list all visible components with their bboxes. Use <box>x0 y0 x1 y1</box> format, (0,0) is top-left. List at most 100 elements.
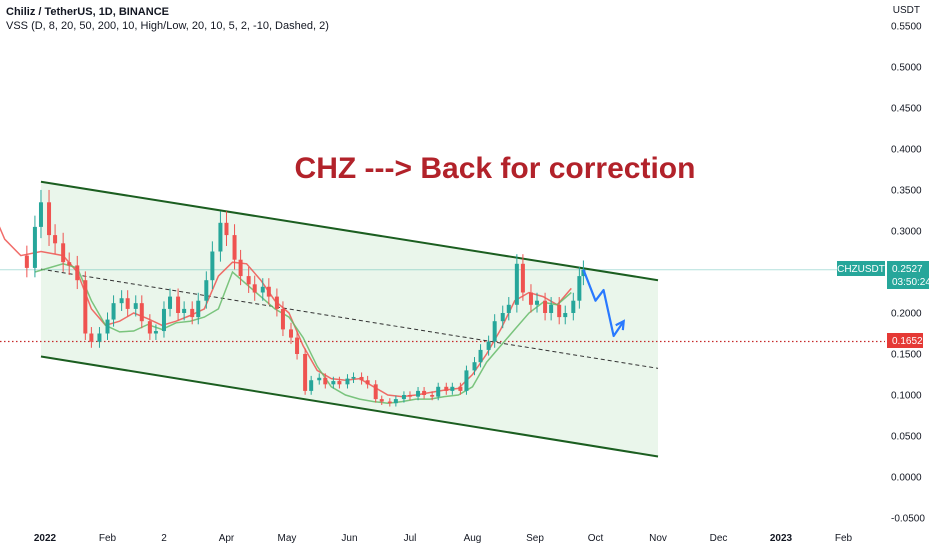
candle-body <box>53 235 58 244</box>
candles <box>24 189 586 407</box>
candle-body <box>75 265 80 281</box>
candle-body <box>486 341 491 350</box>
x-axis[interactable]: 2022 Feb 2 Apr May Jun Jul Aug Sep Oct Nov Dec 2023 F… <box>34 533 853 544</box>
y-tick-label: 0.5000 <box>891 63 922 74</box>
candle-body <box>478 349 483 363</box>
candle-body <box>317 377 322 381</box>
y-tick-label: 0.3500 <box>891 186 922 197</box>
x-tick-label: Sep <box>526 533 544 544</box>
candle-body <box>260 286 265 293</box>
y-tick-label: 0.2000 <box>891 309 922 320</box>
candle-body <box>331 381 336 385</box>
candle-body <box>506 304 511 313</box>
x-tick-label: Oct <box>588 533 604 544</box>
candle-body <box>450 386 455 391</box>
candle-body <box>422 390 427 395</box>
last-price-tag: 0.2527 <box>892 264 923 275</box>
x-tick-label: Aug <box>464 533 482 544</box>
candle-body <box>252 284 257 293</box>
symbol-tag-bg <box>837 261 885 276</box>
candle-body <box>472 362 477 371</box>
candle-body <box>373 384 378 400</box>
symbol-title[interactable]: Chiliz / TetherUS, 1D, BINANCE <box>6 6 169 18</box>
projection-arrowhead <box>615 319 626 331</box>
channel-lines[interactable] <box>40 180 659 458</box>
candle-body <box>436 386 441 397</box>
indicator-label[interactable]: VSS (D, 8, 20, 50, 200, 10, High/Low, 20… <box>6 20 329 32</box>
level-price-tag-bg <box>887 333 923 348</box>
y-tick-label: 0.3000 <box>891 227 922 238</box>
candle-body <box>520 263 525 293</box>
candle-body <box>563 313 568 318</box>
price-tags: CHZUSDT 0.2527 03:50:24 0.1652 <box>837 261 931 348</box>
x-tick-label: Feb <box>99 533 117 544</box>
projection-arrow[interactable] <box>582 269 626 338</box>
candle-body <box>89 333 94 342</box>
candle-body <box>196 300 201 318</box>
candle-body <box>38 202 43 227</box>
candle-body <box>535 300 540 305</box>
candle-body <box>289 329 294 338</box>
x-tick-label: May <box>278 533 297 544</box>
candle-body <box>232 235 237 260</box>
symbol-tag: CHZUSDT <box>837 264 885 275</box>
x-tick-label: 2023 <box>770 533 793 544</box>
y-tick-label: 0.1000 <box>891 391 922 402</box>
candle-body <box>407 395 412 397</box>
candle-body <box>210 251 215 281</box>
x-tick-label: Feb <box>835 533 853 544</box>
x-tick-label: Jul <box>404 533 417 544</box>
candle-body <box>379 399 384 402</box>
x-tick-label: Jun <box>341 533 357 544</box>
candle-body <box>401 395 406 400</box>
candle-body <box>61 243 66 263</box>
candle-body <box>393 399 398 404</box>
candle-body <box>147 321 152 334</box>
channel-area <box>40 181 659 457</box>
price-levels <box>0 269 885 343</box>
candle-body <box>105 319 110 334</box>
channel-upper-line <box>40 180 659 282</box>
x-tick-label: Nov <box>649 533 667 544</box>
currency-label: USDT <box>892 5 920 16</box>
chart-annotation[interactable]: CHZ ---> Back for correction <box>295 152 696 185</box>
candle-body <box>528 292 533 305</box>
candle-body <box>365 380 370 385</box>
candle-body <box>182 308 187 313</box>
candle-body <box>500 313 505 322</box>
candle-body <box>274 296 279 309</box>
candle-body <box>557 304 562 318</box>
candle-body <box>246 276 251 285</box>
candle-body <box>24 255 29 268</box>
candle-body <box>458 386 463 391</box>
channel-lower-line <box>40 355 659 458</box>
chart-header: Chiliz / TetherUS, 1D, BINANCE VSS (D, 8… <box>6 5 329 33</box>
candle-body <box>218 222 223 252</box>
candle-body <box>168 296 173 309</box>
candle-body <box>266 286 271 297</box>
candle-body <box>176 296 181 313</box>
candle-body <box>309 380 314 391</box>
candle-body <box>387 401 392 404</box>
candle-body <box>577 276 582 301</box>
candle-body <box>581 269 586 277</box>
candle-body <box>351 376 356 379</box>
moving-average-line <box>34 263 572 404</box>
candle-body <box>345 378 350 385</box>
candle-body <box>224 222 229 236</box>
channel-mid-line <box>40 268 659 369</box>
x-tick-label: 2022 <box>34 533 57 544</box>
candle-body <box>359 376 364 381</box>
candle-body <box>125 298 130 309</box>
candle-body <box>111 303 116 320</box>
candle-body <box>119 298 124 304</box>
y-tick-label: 0.4000 <box>891 145 922 156</box>
countdown-tag: 03:50:24 <box>892 277 931 288</box>
candle-body <box>430 395 435 397</box>
candle-body <box>133 303 138 309</box>
candle-body <box>571 300 576 313</box>
candle-body <box>492 321 497 342</box>
candle-body <box>549 304 554 313</box>
